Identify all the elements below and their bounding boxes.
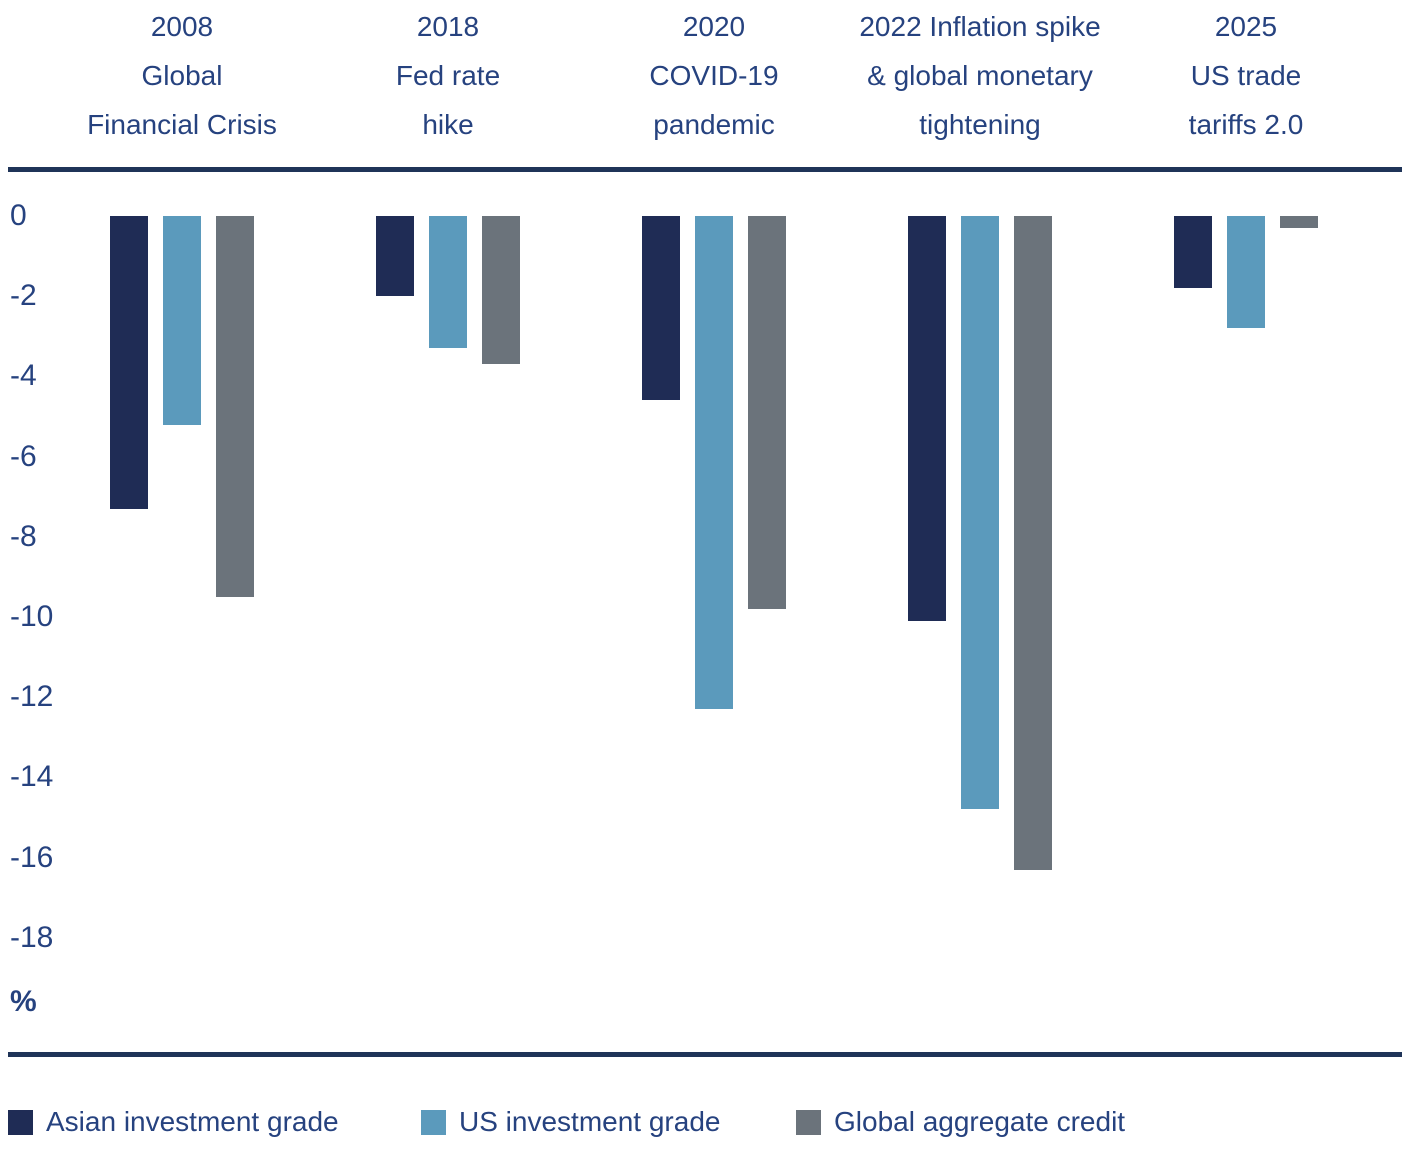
bar-asian-investment-grade — [642, 216, 680, 401]
y-axis-tick-label: -18 — [10, 920, 54, 954]
y-axis-tick-label: -8 — [10, 519, 37, 553]
legend-label: US investment grade — [459, 1106, 721, 1137]
bar-asian-investment-grade — [110, 216, 148, 509]
legend-item: Asian investment grade — [8, 1106, 339, 1138]
legend-label: Asian investment grade — [46, 1106, 339, 1137]
legend-swatch-icon — [421, 1109, 446, 1135]
category-header: 2020 COVID-19 pandemic — [649, 11, 779, 140]
y-axis-unit-label: % — [10, 985, 37, 1018]
legend-item: US investment grade — [421, 1106, 720, 1138]
top-rule — [8, 167, 1402, 172]
legend-swatch-icon — [796, 1109, 821, 1135]
y-axis-tick-label: -6 — [10, 439, 37, 473]
y-axis-tick-label: -10 — [10, 600, 54, 633]
bar-global-aggregate-credit — [216, 216, 254, 597]
bar-global-aggregate-credit — [482, 216, 520, 365]
bar-us-investment-grade — [163, 216, 201, 425]
bar-asian-investment-grade — [1174, 216, 1212, 289]
category-header: 2025 US trade tariffs 2.0 — [1188, 11, 1304, 140]
y-axis-tick-label: -4 — [10, 359, 37, 393]
bar-us-investment-grade — [695, 216, 733, 710]
bar-asian-investment-grade — [908, 216, 946, 621]
legend-label: Global aggregate credit — [834, 1106, 1126, 1137]
y-axis-tick-label: -2 — [10, 279, 37, 313]
category-header: 2022 Inflation spike & global monetary tig… — [859, 11, 1101, 140]
bar-us-investment-grade — [429, 216, 467, 349]
bar-us-investment-grade — [1227, 216, 1265, 329]
category-header: 2018 Fed rate hike — [395, 11, 501, 140]
bottom-rule — [8, 1052, 1402, 1057]
bar-global-aggregate-credit — [1014, 216, 1052, 870]
y-axis-tick-label: -12 — [10, 680, 54, 714]
bar-global-aggregate-credit — [1280, 216, 1318, 229]
category-header: 2008 Global Financial Crisis — [87, 11, 277, 140]
bar-us-investment-grade — [961, 216, 999, 810]
legend-swatch-icon — [8, 1109, 33, 1135]
y-axis-tick-label: -16 — [10, 840, 54, 874]
y-axis-tick-label: 0 — [10, 199, 27, 232]
bar-global-aggregate-credit — [748, 216, 786, 609]
legend-item: Global aggregate credit — [796, 1106, 1125, 1138]
y-axis-tick-label: -14 — [10, 760, 54, 794]
bar-asian-investment-grade — [376, 216, 414, 297]
